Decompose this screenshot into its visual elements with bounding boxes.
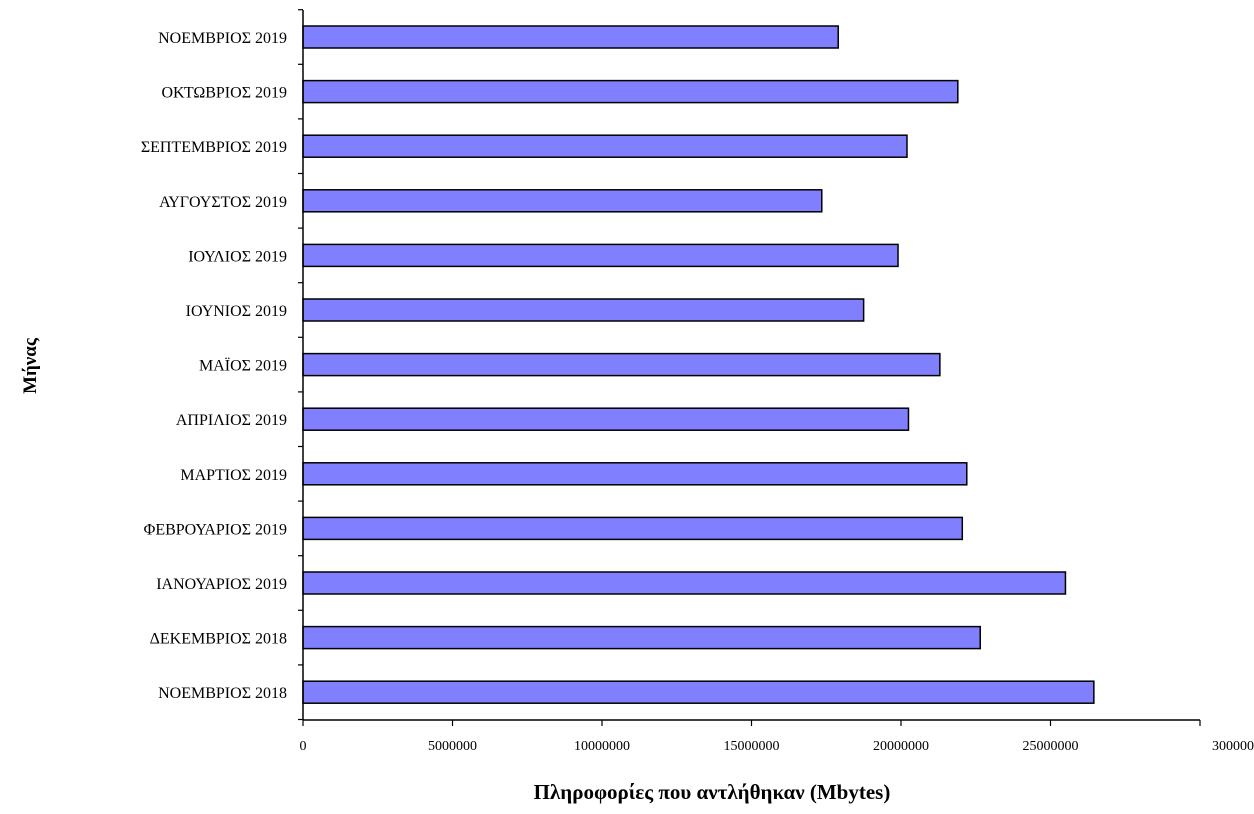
y-tick-label: ΦΕΒΡΟΥΑΡΙΟΣ 2019 [144,521,287,538]
y-tick-label: ΑΠΡΙΛΙΟΣ 2019 [176,412,287,429]
x-axis-title: Πληροφορίες που αντλήθηκαν (Mbytes) [534,780,891,804]
bar [302,189,823,213]
bar [302,407,910,431]
x-tick-label: 10000000 [574,739,630,754]
bars-layer [302,25,1095,704]
x-tick-label: 25000000 [1023,739,1079,754]
x-tick-label: 5000000 [428,739,477,754]
x-tick-label: 30000000 [1212,739,1254,754]
y-axis-title: Μήνας [20,337,41,394]
y-tick-label: ΙΑΝΟΥΑΡΙΟΣ 2019 [156,576,287,593]
x-tick-label: 20000000 [873,739,929,754]
bar [302,298,865,322]
x-tick-label: 15000000 [724,739,780,754]
bar [302,462,968,486]
bar [302,516,964,541]
y-tick-label: ΜΑΡΤΙΟΣ 2019 [180,467,287,484]
bar [302,571,1067,595]
y-tick-label: ΙΟΥΛΙΟΣ 2019 [188,248,287,265]
bar [302,680,1095,704]
y-tick-label: ΣΕΠΤΕΜΒΡΙΟΣ 2019 [141,139,287,156]
y-tick-label: ΟΚΤΩΒΡΙΟΣ 2019 [161,85,287,102]
x-tick-label: 0 [300,739,307,754]
y-tick-label: ΝΟΕΜΒΡΙΟΣ 2019 [158,30,287,47]
y-tick-label: ΜΑΪΟΣ 2019 [199,357,287,375]
y-tick-label: ΙΟΥΝΙΟΣ 2019 [186,303,287,320]
bar [302,625,981,650]
bar [302,25,839,49]
bar [302,352,941,377]
y-tick-label: ΔΕΚΕΜΒΡΙΟΣ 2018 [150,631,287,648]
y-tick-label: ΝΟΕΜΒΡΙΟΣ 2018 [158,685,287,702]
bar [302,134,908,158]
y-tick-label: ΑΥΓΟΥΣΤΟΣ 2019 [159,194,287,211]
axes-layer [298,9,1201,726]
bar [302,243,899,268]
bar [302,79,959,104]
labels-layer: ΝΟΕΜΒΡΙΟΣ 2019 ΟΚΤΩΒΡΙΟΣ 2019 ΣΕΠΤΕΜΒΡΙΟΣ … [141,30,1254,754]
